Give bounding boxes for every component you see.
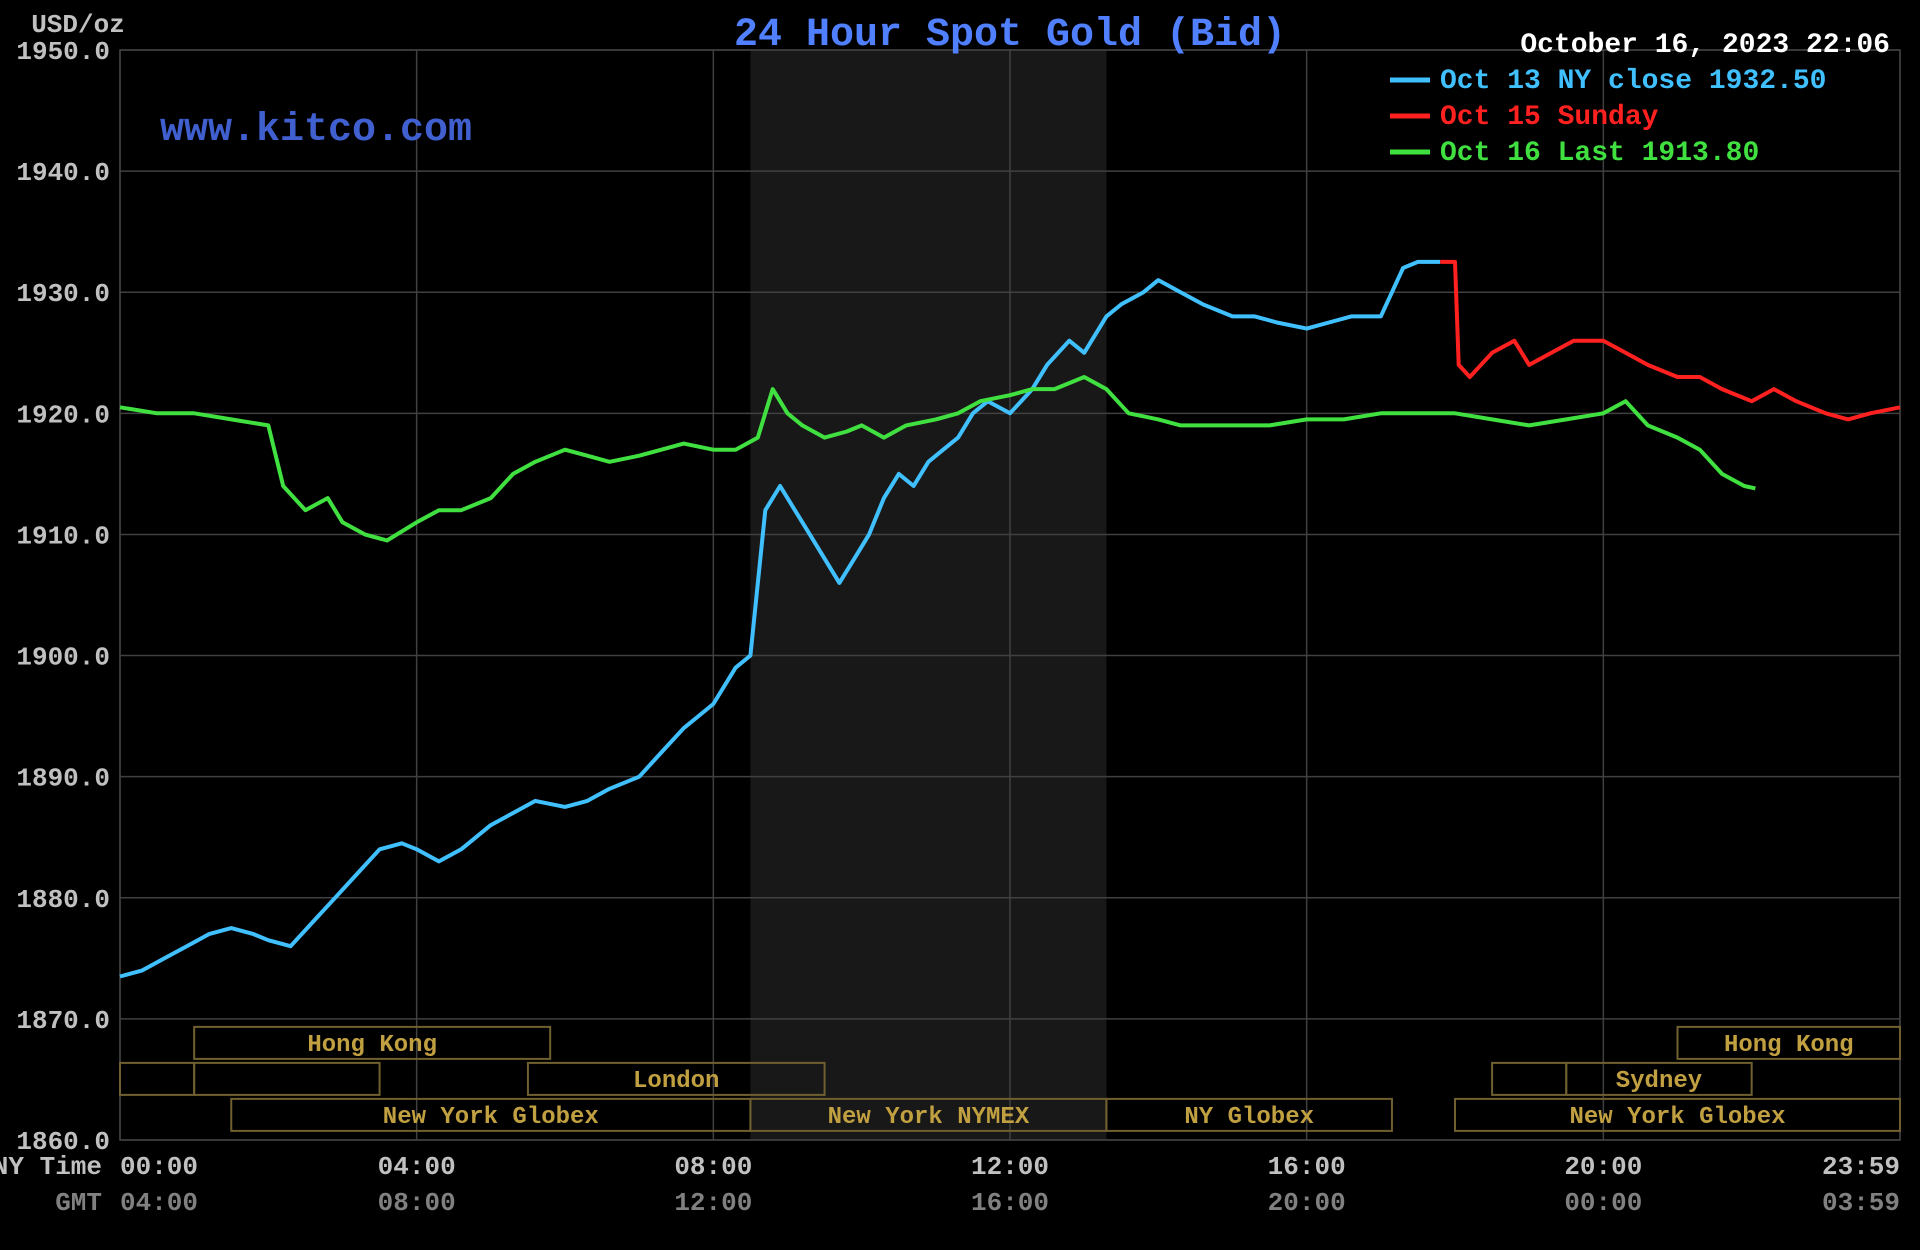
legend-item: Oct 16 Last 1913.80 bbox=[1440, 138, 1759, 169]
watermark: www.kitco.com bbox=[160, 108, 472, 153]
y-tick-label: 1920.0 bbox=[16, 400, 110, 430]
y-tick-label: 1940.0 bbox=[16, 158, 110, 188]
ny-time-tick: 08:00 bbox=[674, 1152, 752, 1182]
chart-container: 1950.0 1940.0 1930.0 1920.0 1910.0 1900.0 1890… bbox=[0, 0, 1920, 1250]
y-tick-label: 1910.0 bbox=[16, 521, 110, 551]
y-tick-label: 1950.0 bbox=[16, 37, 110, 67]
ny-time-tick: 04:00 bbox=[378, 1152, 456, 1182]
y-tick-label: 1900.0 bbox=[16, 643, 110, 673]
gmt-tick: 16:00 bbox=[971, 1188, 1049, 1218]
ny-time-tick: 20:00 bbox=[1564, 1152, 1642, 1182]
gmt-row-label: GMT bbox=[55, 1188, 102, 1218]
gmt-tick: 08:00 bbox=[378, 1188, 456, 1218]
timestamp: October 16, 2023 22:06 bbox=[1520, 30, 1890, 61]
market-segment-label: NY Globex bbox=[1184, 1104, 1314, 1131]
gmt-tick: 03:59 bbox=[1822, 1188, 1900, 1218]
y-axis-unit: USD/oz bbox=[31, 10, 125, 40]
ny-time-tick: 16:00 bbox=[1268, 1152, 1346, 1182]
ny-time-row-label: NY Time bbox=[0, 1152, 102, 1182]
chart-title: 24 Hour Spot Gold (Bid) bbox=[734, 13, 1286, 58]
y-tick-label: 1890.0 bbox=[16, 764, 110, 794]
gmt-tick: 12:00 bbox=[674, 1188, 752, 1218]
market-segment-label: Hong Kong bbox=[1724, 1032, 1854, 1059]
gmt-tick: 20:00 bbox=[1268, 1188, 1346, 1218]
session-band bbox=[750, 50, 1106, 1140]
market-segment-label: New York Globex bbox=[1569, 1104, 1785, 1131]
y-tick-label: 1880.0 bbox=[16, 885, 110, 915]
market-segment-label: New York Globex bbox=[383, 1104, 599, 1131]
market-segment-label: London bbox=[633, 1068, 719, 1095]
y-tick-label: 1930.0 bbox=[16, 279, 110, 309]
market-segment-label: New York NYMEX bbox=[828, 1104, 1030, 1131]
ny-time-tick: 12:00 bbox=[971, 1152, 1049, 1182]
legend-item: Oct 15 Sunday bbox=[1440, 102, 1659, 133]
y-tick-label: 1870.0 bbox=[16, 1006, 110, 1036]
ny-time-tick: 23:59 bbox=[1822, 1152, 1900, 1182]
gmt-tick: 00:00 bbox=[1564, 1188, 1642, 1218]
gmt-tick: 04:00 bbox=[120, 1188, 198, 1218]
chart-svg: 1950.0 1940.0 1930.0 1920.0 1910.0 1900.0 1890… bbox=[0, 0, 1920, 1250]
market-segment-label: Sydney bbox=[1616, 1068, 1702, 1095]
ny-time-tick: 00:00 bbox=[120, 1152, 198, 1182]
market-segment-label: Hong Kong bbox=[307, 1032, 437, 1059]
legend-item: Oct 13 NY close 1932.50 bbox=[1440, 66, 1826, 97]
